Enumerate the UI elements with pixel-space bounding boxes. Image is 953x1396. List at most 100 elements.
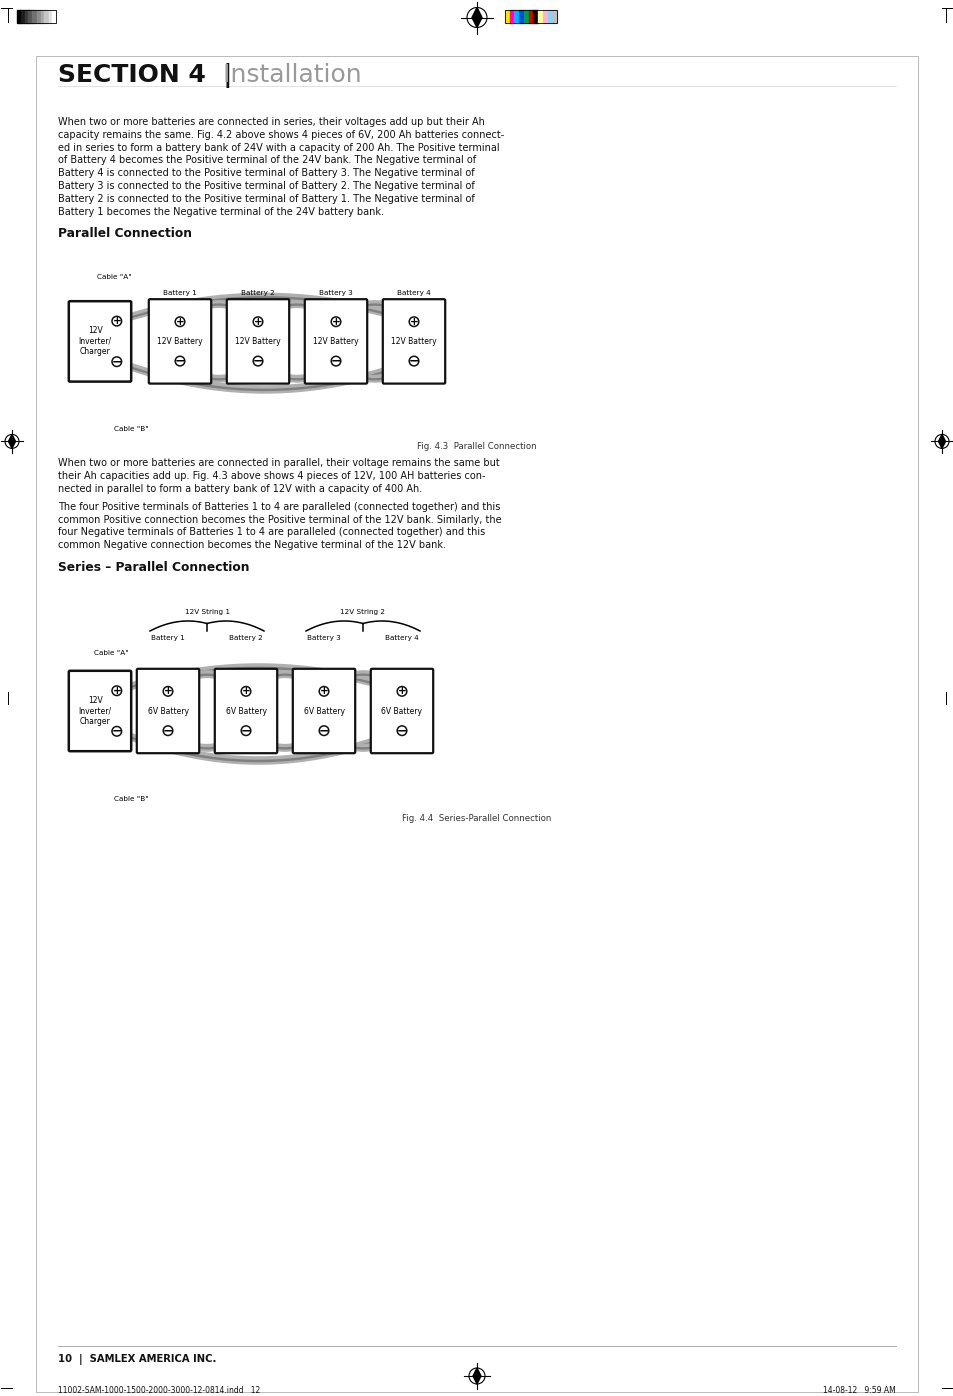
- Bar: [45, 10, 49, 24]
- Bar: [537, 10, 542, 24]
- Text: Fig. 4.3  Parallel Connection: Fig. 4.3 Parallel Connection: [416, 443, 537, 451]
- Bar: [49, 10, 52, 24]
- Bar: [523, 10, 528, 24]
- Text: Battery 2: Battery 2: [241, 290, 274, 296]
- Text: The four Positive terminals of Batteries 1 to 4 are paralleled (connected togeth: The four Positive terminals of Batteries…: [58, 501, 500, 512]
- Text: 6V Battery: 6V Battery: [381, 706, 422, 716]
- Bar: [547, 10, 552, 24]
- Bar: [504, 10, 557, 24]
- Text: −: −: [163, 725, 173, 737]
- Text: 12V String 1: 12V String 1: [184, 609, 230, 616]
- Polygon shape: [472, 7, 481, 28]
- Circle shape: [163, 687, 172, 697]
- Text: nected in parallel to form a battery bank of 12V with a capacity of 400 Ah.: nected in parallel to form a battery ban…: [58, 484, 422, 494]
- Text: 11002-SAM-1000-1500-2000-3000-12-0814.indd   12: 11002-SAM-1000-1500-2000-3000-12-0814.in…: [58, 1386, 260, 1395]
- Circle shape: [112, 685, 121, 695]
- Circle shape: [163, 726, 172, 736]
- Text: Battery 3 is connected to the Positive terminal of Battery 2. The Negative termi: Battery 3 is connected to the Positive t…: [58, 181, 475, 191]
- Text: +: +: [175, 317, 184, 327]
- Text: Cable "A": Cable "A": [97, 275, 132, 281]
- Text: Cable "B": Cable "B": [114, 796, 149, 801]
- Bar: [29, 10, 32, 24]
- Text: −: −: [240, 725, 251, 737]
- Text: 14-08-12   9:59 AM: 14-08-12 9:59 AM: [822, 1386, 895, 1395]
- Text: SECTION 4  |: SECTION 4 |: [58, 63, 233, 88]
- Bar: [40, 10, 45, 24]
- Circle shape: [253, 317, 262, 327]
- Circle shape: [112, 317, 121, 325]
- Text: Battery 1: Battery 1: [151, 635, 185, 641]
- Circle shape: [396, 687, 406, 697]
- Text: Cable "B": Cable "B": [114, 426, 149, 433]
- Text: common Negative connection becomes the Negative terminal of the 12V bank.: common Negative connection becomes the N…: [58, 540, 446, 550]
- FancyBboxPatch shape: [371, 669, 433, 754]
- Text: Battery 4: Battery 4: [396, 290, 431, 296]
- Text: 6V Battery: 6V Battery: [225, 706, 266, 716]
- Text: Installation: Installation: [214, 63, 361, 87]
- Text: +: +: [241, 687, 250, 697]
- Text: +: +: [112, 315, 121, 327]
- Circle shape: [331, 317, 340, 327]
- Text: −: −: [331, 355, 341, 367]
- Polygon shape: [9, 434, 15, 448]
- Polygon shape: [473, 1368, 480, 1383]
- FancyBboxPatch shape: [293, 669, 355, 754]
- Text: capacity remains the same. Fig. 4.2 above shows 4 pieces of 6V, 200 Ah batteries: capacity remains the same. Fig. 4.2 abov…: [58, 130, 504, 140]
- Text: ed in series to form a battery bank of 24V with a capacity of 200 Ah. The Positi: ed in series to form a battery bank of 2…: [58, 142, 499, 152]
- Bar: [533, 10, 537, 24]
- Text: common Positive connection becomes the Positive terminal of the 12V bank. Simila: common Positive connection becomes the P…: [58, 515, 501, 525]
- Text: Parallel Connection: Parallel Connection: [58, 228, 192, 240]
- Circle shape: [241, 687, 251, 697]
- FancyBboxPatch shape: [214, 669, 277, 754]
- Text: four Negative terminals of Batteries 1 to 4 are paralleled (connected together) : four Negative terminals of Batteries 1 t…: [58, 528, 485, 537]
- Text: −: −: [396, 725, 407, 737]
- Text: −: −: [174, 355, 185, 367]
- Text: −: −: [318, 725, 329, 737]
- Text: 10  |  SAMLEX AMERICA INC.: 10 | SAMLEX AMERICA INC.: [58, 1354, 216, 1365]
- Circle shape: [253, 356, 262, 366]
- FancyBboxPatch shape: [227, 299, 289, 384]
- Text: Cable "A": Cable "A": [94, 651, 129, 656]
- Circle shape: [175, 356, 185, 366]
- Bar: [552, 10, 557, 24]
- Text: 12V Battery: 12V Battery: [235, 336, 280, 346]
- Bar: [20, 10, 25, 24]
- Text: +: +: [319, 687, 328, 697]
- Circle shape: [112, 357, 121, 367]
- Text: +: +: [164, 687, 172, 697]
- Text: their Ah capacities add up. Fig. 4.3 above shows 4 pieces of 12V, 100 AH batteri: their Ah capacities add up. Fig. 4.3 abo…: [58, 472, 485, 482]
- Bar: [528, 10, 533, 24]
- Text: +: +: [253, 317, 262, 327]
- Text: Battery 3: Battery 3: [307, 635, 340, 641]
- Text: +: +: [332, 317, 340, 327]
- Circle shape: [241, 726, 251, 736]
- Bar: [25, 10, 29, 24]
- FancyBboxPatch shape: [69, 671, 132, 751]
- Text: Battery 4: Battery 4: [385, 635, 418, 641]
- Text: +: +: [112, 685, 121, 695]
- Bar: [514, 10, 518, 24]
- Circle shape: [112, 726, 121, 736]
- Text: −: −: [408, 355, 418, 367]
- Text: Battery 4 is connected to the Positive terminal of Battery 3. The Negative termi: Battery 4 is connected to the Positive t…: [58, 168, 475, 179]
- FancyBboxPatch shape: [382, 299, 445, 384]
- Bar: [36, 10, 40, 24]
- Bar: [16, 10, 20, 24]
- Bar: [509, 10, 514, 24]
- Text: 12V Battery: 12V Battery: [313, 336, 358, 346]
- Text: +: +: [409, 317, 418, 327]
- Text: Battery 1: Battery 1: [163, 290, 196, 296]
- Circle shape: [319, 726, 329, 736]
- Bar: [16, 10, 56, 24]
- Text: When two or more batteries are connected in parallel, their voltage remains the : When two or more batteries are connected…: [58, 458, 499, 469]
- FancyBboxPatch shape: [149, 299, 211, 384]
- Text: Battery 3: Battery 3: [319, 290, 353, 296]
- Text: +: +: [397, 687, 406, 697]
- Text: of Battery 4 becomes the Positive terminal of the 24V bank. The Negative termina: of Battery 4 becomes the Positive termin…: [58, 155, 476, 165]
- Text: −: −: [112, 355, 122, 369]
- Text: 12V Battery: 12V Battery: [391, 336, 436, 346]
- Text: 12V
Inverter/
Charger: 12V Inverter/ Charger: [78, 697, 112, 726]
- FancyBboxPatch shape: [304, 299, 367, 384]
- Text: 12V
Inverter/
Charger: 12V Inverter/ Charger: [78, 327, 112, 356]
- Bar: [518, 10, 523, 24]
